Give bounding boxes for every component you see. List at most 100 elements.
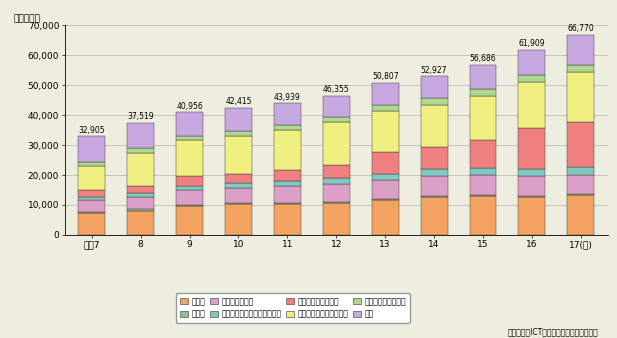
Bar — [127, 197, 154, 210]
Bar — [274, 203, 301, 204]
Bar — [127, 152, 154, 186]
Bar — [225, 108, 252, 131]
Bar — [176, 190, 203, 205]
Bar — [274, 103, 301, 125]
Bar — [518, 196, 545, 197]
Bar — [568, 35, 594, 65]
Bar — [371, 199, 399, 235]
Bar — [176, 112, 203, 136]
Bar — [568, 195, 594, 235]
Bar — [127, 148, 154, 152]
Bar — [470, 196, 497, 235]
Bar — [78, 200, 105, 212]
Text: 66,770: 66,770 — [568, 24, 594, 33]
Bar — [274, 186, 301, 203]
Bar — [421, 196, 447, 197]
Bar — [127, 186, 154, 193]
Bar — [421, 169, 447, 176]
Bar — [78, 197, 105, 200]
Bar — [371, 111, 399, 151]
Text: 40,956: 40,956 — [176, 101, 203, 111]
Bar — [518, 75, 545, 82]
Bar — [568, 65, 594, 72]
Bar — [421, 105, 447, 147]
Bar — [78, 213, 105, 235]
Bar — [421, 76, 447, 98]
Legend: 通信業, 放送業, 情報サービス業, 映像・音声・文字情報制作業, 情報通信関連製造業, 情報通信関連サービス業, 情報通信関連建設業, 研究: 通信業, 放送業, 情報サービス業, 映像・音声・文字情報制作業, 情報通信関連… — [176, 293, 410, 323]
Bar — [470, 65, 497, 89]
Bar — [568, 194, 594, 195]
Bar — [421, 197, 447, 235]
Bar — [176, 140, 203, 176]
Bar — [78, 163, 105, 166]
Bar — [225, 131, 252, 136]
Bar — [127, 210, 154, 211]
Bar — [176, 205, 203, 206]
Bar — [470, 140, 497, 168]
Bar — [274, 170, 301, 181]
Text: 43,939: 43,939 — [274, 93, 300, 102]
Text: 56,686: 56,686 — [470, 54, 496, 64]
Text: 37,519: 37,519 — [127, 112, 154, 121]
Bar — [323, 202, 350, 235]
Bar — [323, 184, 350, 201]
Text: 52,927: 52,927 — [421, 66, 447, 75]
Bar — [518, 82, 545, 128]
Text: （出典）『ICTの経済分析に関する調査』: （出典）『ICTの経済分析に関する調査』 — [508, 327, 598, 336]
Bar — [78, 212, 105, 213]
Bar — [518, 176, 545, 196]
Bar — [127, 211, 154, 235]
Bar — [568, 175, 594, 194]
Bar — [225, 183, 252, 188]
Bar — [78, 190, 105, 197]
Bar — [323, 201, 350, 202]
Text: 42,415: 42,415 — [225, 97, 252, 106]
Bar — [127, 193, 154, 197]
Bar — [274, 181, 301, 186]
Bar — [274, 125, 301, 130]
Bar — [371, 83, 399, 105]
Text: （十億円）: （十億円） — [13, 14, 40, 23]
Bar — [225, 188, 252, 203]
Bar — [323, 178, 350, 184]
Bar — [421, 98, 447, 105]
Bar — [323, 165, 350, 178]
Bar — [176, 136, 203, 140]
Bar — [470, 175, 497, 195]
Text: 46,355: 46,355 — [323, 85, 350, 94]
Bar — [470, 96, 497, 140]
Bar — [518, 197, 545, 235]
Bar — [371, 151, 399, 174]
Bar — [421, 176, 447, 196]
Bar — [371, 105, 399, 111]
Text: 32,905: 32,905 — [78, 126, 105, 135]
Bar — [225, 173, 252, 183]
Bar — [176, 176, 203, 186]
Bar — [225, 136, 252, 173]
Text: 50,807: 50,807 — [372, 72, 399, 81]
Bar — [274, 204, 301, 235]
Bar — [323, 117, 350, 122]
Bar — [470, 168, 497, 175]
Bar — [176, 206, 203, 235]
Bar — [568, 72, 594, 122]
Bar — [518, 50, 545, 75]
Bar — [371, 198, 399, 199]
Bar — [470, 89, 497, 96]
Text: 61,909: 61,909 — [519, 39, 545, 48]
Bar — [323, 96, 350, 117]
Bar — [518, 169, 545, 176]
Bar — [421, 147, 447, 169]
Bar — [568, 167, 594, 175]
Bar — [371, 180, 399, 198]
Bar — [127, 123, 154, 148]
Bar — [470, 195, 497, 196]
Bar — [225, 203, 252, 204]
Bar — [518, 128, 545, 169]
Bar — [274, 130, 301, 170]
Bar — [225, 204, 252, 235]
Bar — [78, 166, 105, 190]
Bar — [78, 137, 105, 163]
Bar — [323, 122, 350, 165]
Bar — [371, 174, 399, 180]
